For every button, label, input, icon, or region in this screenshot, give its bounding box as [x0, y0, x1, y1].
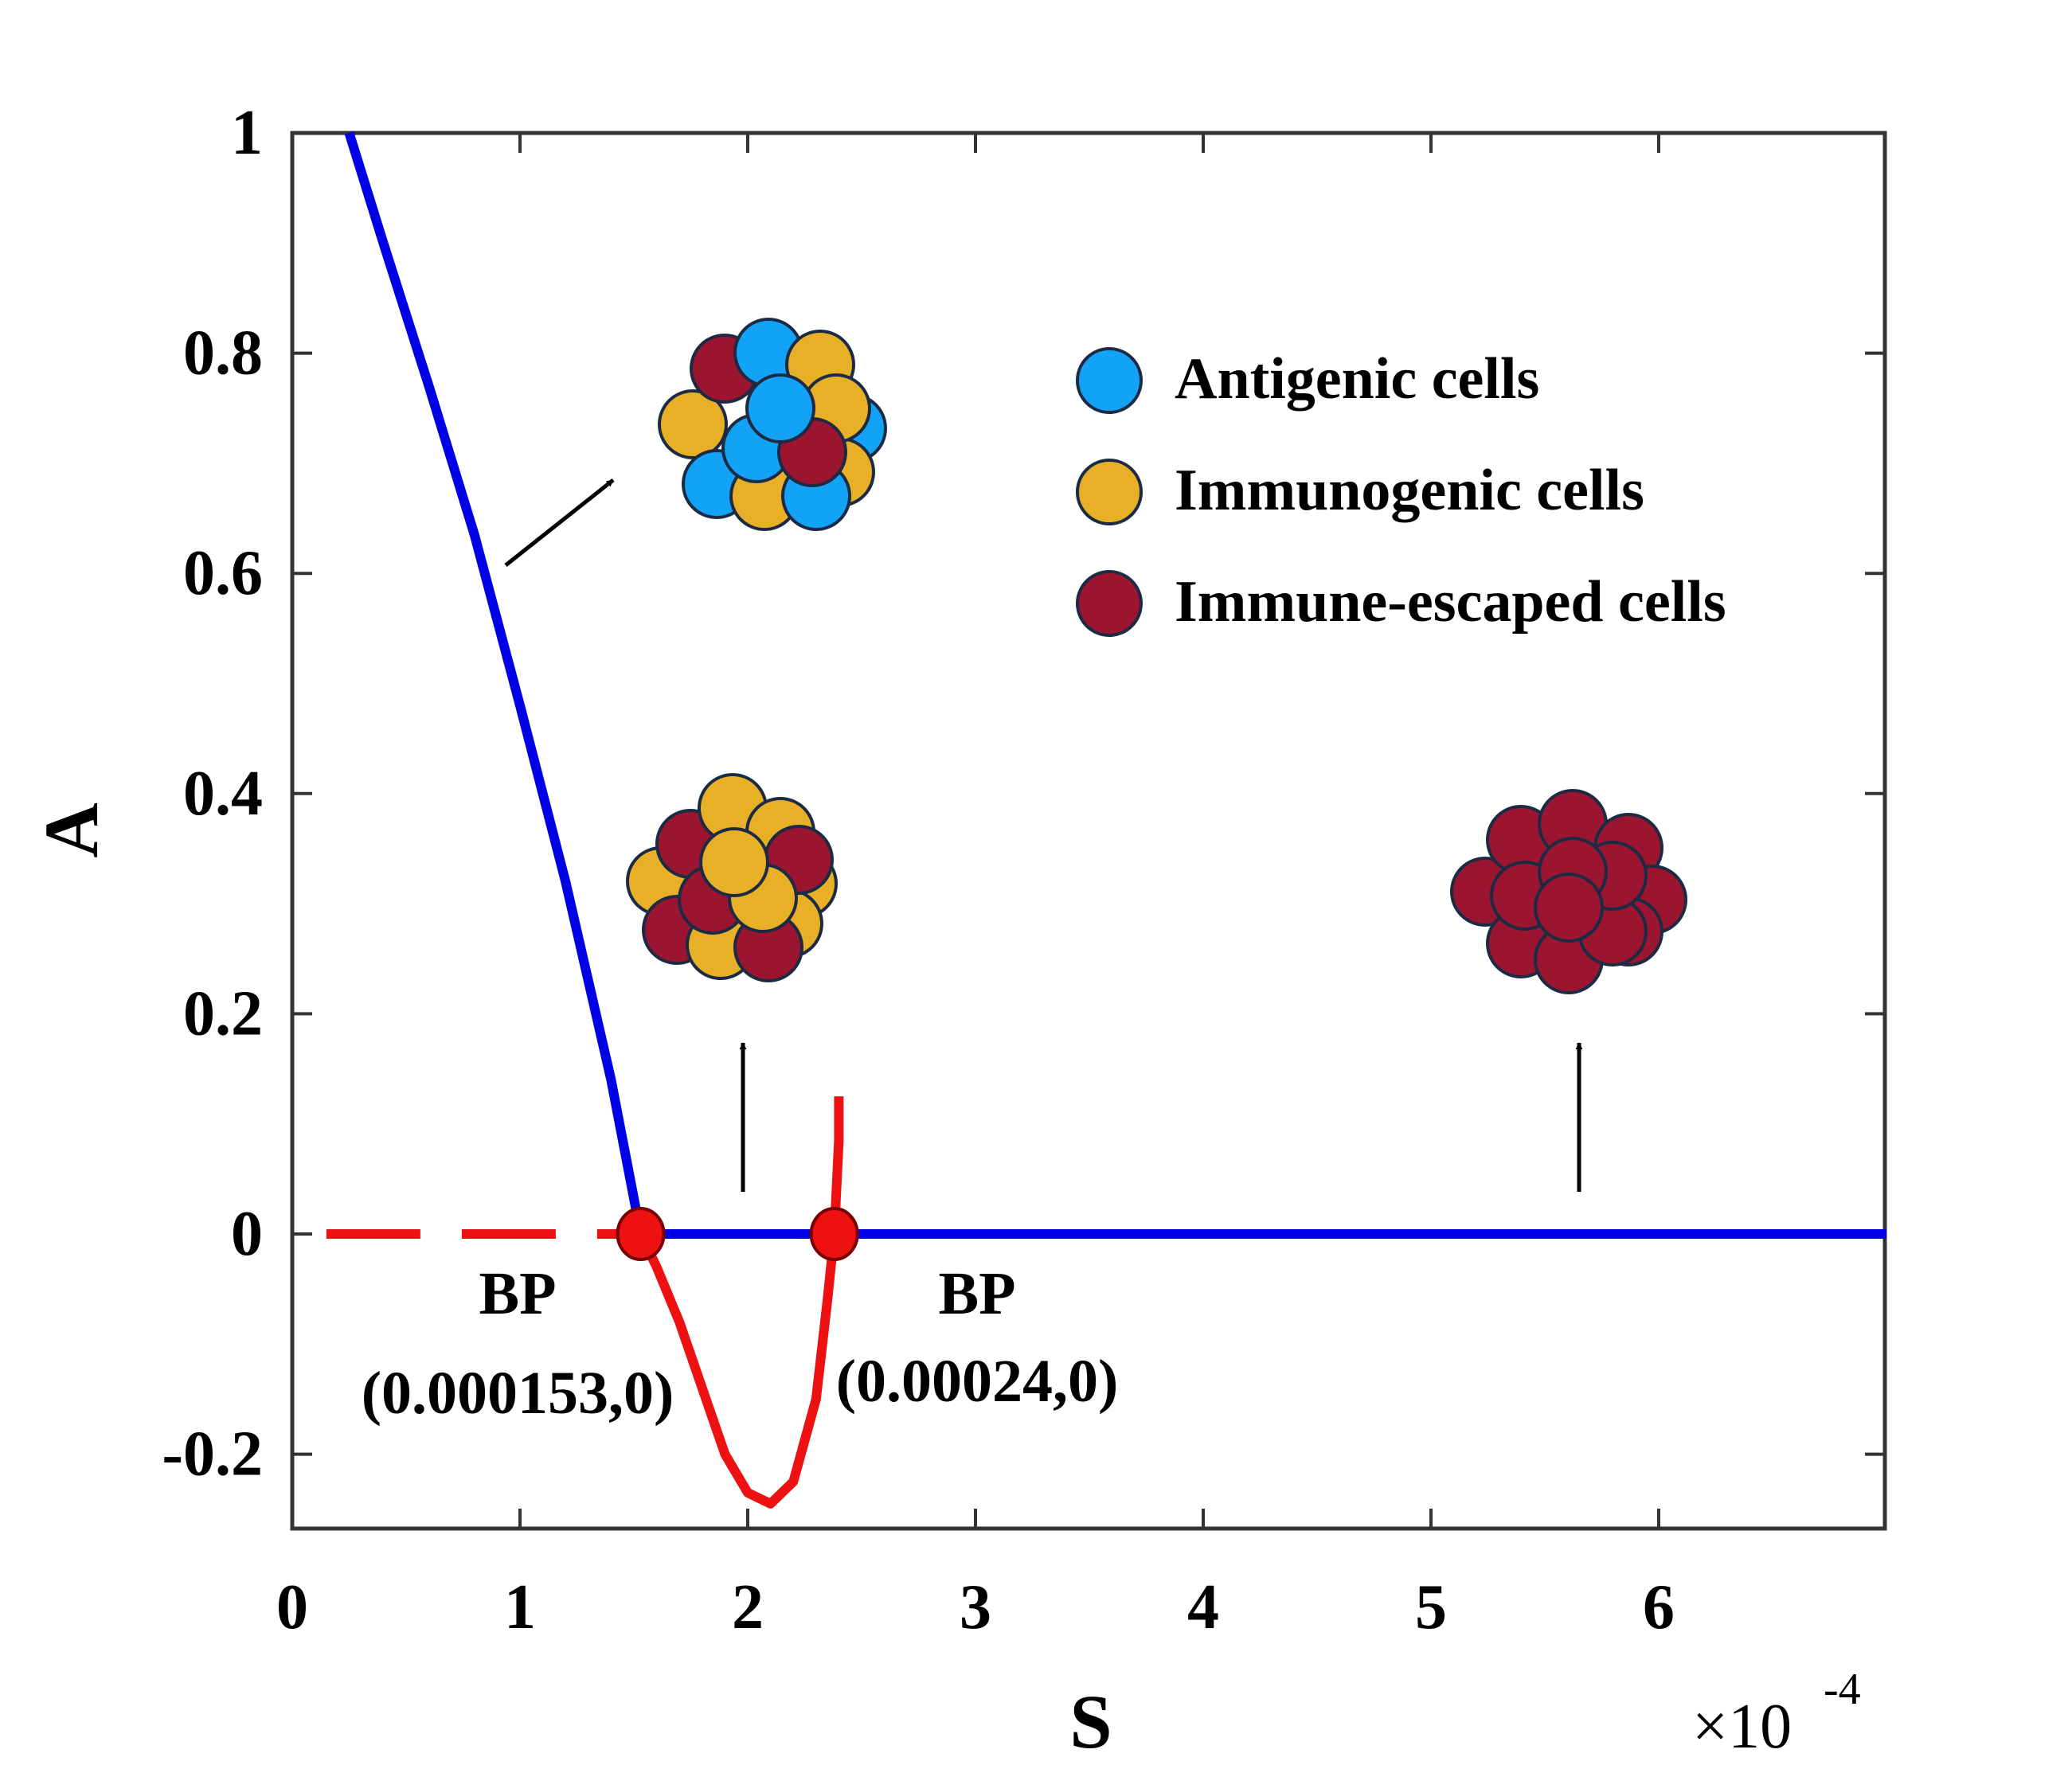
axis-tick-labels: 0 1 2 3 4 5 6 -0.2 0 0.2 0.4 0.6 0.8 1	[162, 98, 1675, 1642]
series-line-4	[829, 1096, 844, 1235]
legend-label-escaped: Immune-escaped cells	[1175, 569, 1726, 635]
y-tick-label: 0	[231, 1199, 263, 1269]
annotation-arrows	[504, 478, 1583, 1192]
series-layer	[326, 131, 1886, 1509]
bp1-label: BP	[479, 1260, 556, 1327]
mixed-cell-cluster	[658, 318, 887, 531]
y-tick-label: 1	[231, 98, 263, 168]
y-tick-label: 0.2	[183, 978, 263, 1048]
x-axis-label: S	[1069, 1679, 1112, 1764]
arrow-to-mixed-cluster	[504, 478, 615, 567]
legend-marker-immunogenic	[1076, 459, 1143, 525]
escaped-cell-cluster	[1450, 789, 1687, 994]
axis-ticks	[291, 131, 1885, 1529]
x-tick-label: 6	[1643, 1572, 1675, 1642]
immunogenic-cell	[699, 827, 769, 897]
bp1-coords: (0.000153,0)	[362, 1360, 674, 1427]
x-multiplier-exponent: -4	[1824, 1665, 1861, 1714]
y-tick-label: -0.2	[162, 1419, 263, 1490]
x-multiplier: ×10	[1692, 1692, 1792, 1762]
x-tick-label: 5	[1415, 1572, 1447, 1642]
series-line-3	[636, 1232, 839, 1509]
legend-entry-immunogenic: Immunogenic cells	[1076, 458, 1644, 525]
legend-entry-escaped: Immune-escaped cells	[1076, 569, 1726, 637]
x-tick-label: 2	[732, 1572, 764, 1642]
y-tick-label: 0.6	[183, 538, 263, 608]
legend-marker-escaped	[1076, 570, 1143, 637]
y-axis-label: A	[29, 802, 114, 857]
immunogenic-cell	[658, 389, 728, 459]
legend-marker-antigenic	[1076, 347, 1143, 414]
legend-label-immunogenic: Immunogenic cells	[1175, 458, 1644, 523]
immunogenic-escaped-cluster	[626, 773, 838, 982]
branch-point-marker-2	[809, 1207, 859, 1261]
escaped-cell	[1534, 873, 1604, 943]
bp2-coords: (0.00024,0)	[836, 1348, 1119, 1415]
y-tick-label: 0.4	[183, 759, 263, 829]
plot-frame	[290, 131, 1887, 1531]
legend-label-antigenic: Antigenic cells	[1175, 346, 1539, 412]
x-tick-label: 0	[276, 1572, 308, 1642]
bp2-label: BP	[938, 1260, 1015, 1327]
branch-point-marker-1	[616, 1207, 666, 1261]
legend: Antigenic cells Immunogenic cells Immune…	[1076, 346, 1726, 637]
legend-entry-antigenic: Antigenic cells	[1076, 346, 1539, 414]
x-tick-label: 4	[1187, 1572, 1219, 1642]
x-tick-label: 3	[960, 1572, 991, 1642]
series-line-0	[344, 131, 646, 1236]
x-tick-label: 1	[504, 1572, 536, 1642]
y-tick-label: 0.8	[183, 318, 263, 389]
antigenic-cell	[745, 373, 815, 443]
